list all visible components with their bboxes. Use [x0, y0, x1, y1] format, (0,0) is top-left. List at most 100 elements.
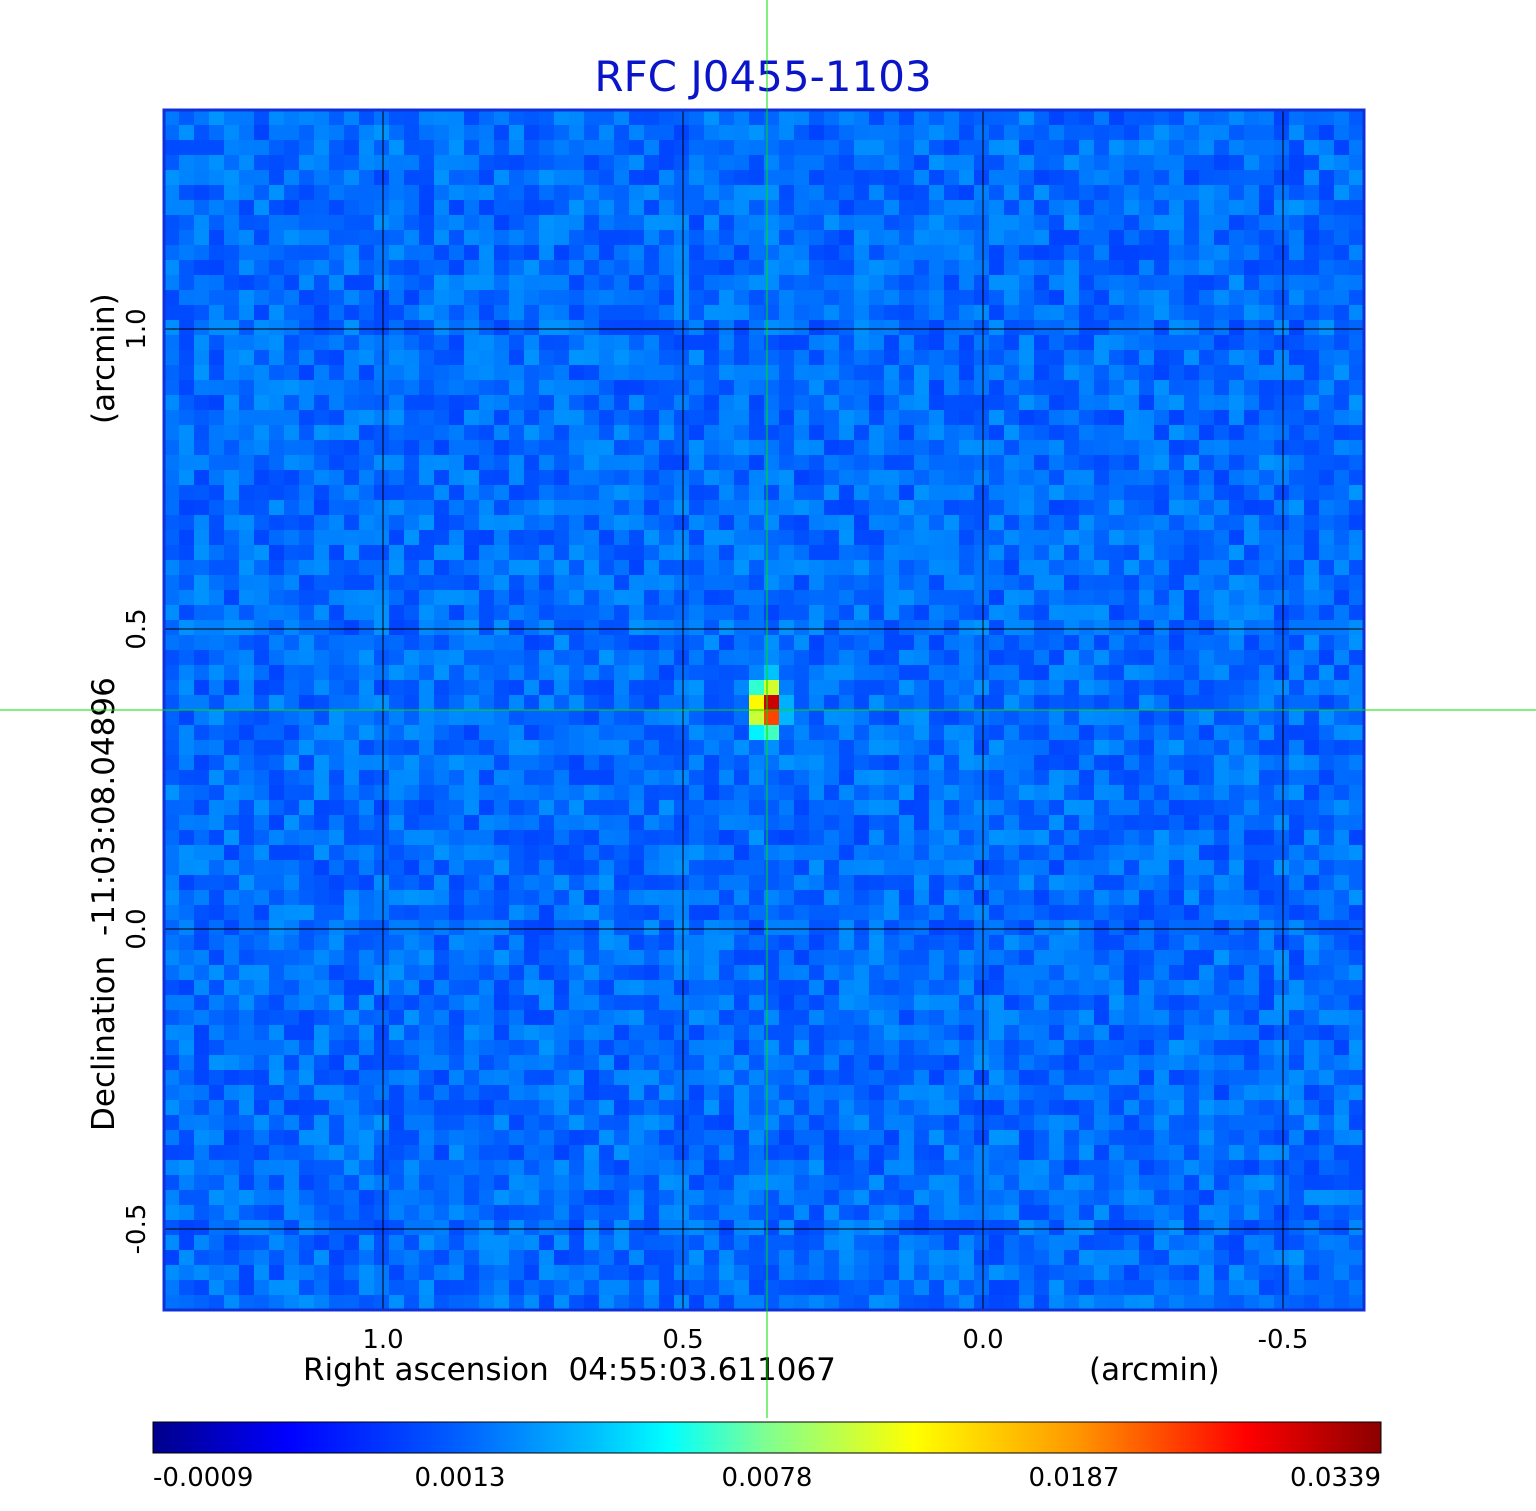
heatmap-cell — [899, 485, 915, 501]
heatmap-cell — [1124, 470, 1140, 486]
heatmap-cell — [974, 740, 990, 756]
heatmap-cell — [254, 800, 270, 816]
heatmap-cell — [449, 320, 465, 336]
heatmap-cell — [869, 785, 885, 801]
heatmap-cell — [899, 965, 915, 981]
heatmap-cell — [299, 785, 315, 801]
heatmap-cell — [1199, 1010, 1215, 1026]
heatmap-cell — [1019, 935, 1035, 951]
heatmap-cell — [734, 155, 750, 171]
heatmap-cell — [779, 365, 795, 381]
heatmap-cell — [299, 470, 315, 486]
heatmap-cell — [1154, 890, 1170, 906]
heatmap-cell — [959, 935, 975, 951]
heatmap-cell — [449, 650, 465, 666]
heatmap-cell — [1319, 530, 1335, 546]
heatmap-cell — [1244, 890, 1260, 906]
heatmap-cell — [1349, 785, 1364, 801]
heatmap-cell — [1304, 275, 1320, 291]
heatmap-cell — [794, 950, 810, 966]
heatmap-cell — [614, 140, 630, 156]
heatmap-cell — [554, 410, 570, 426]
heatmap-cell — [1034, 815, 1050, 831]
heatmap-cell — [854, 350, 870, 366]
heatmap-cell — [179, 215, 195, 231]
heatmap-cell — [689, 560, 705, 576]
heatmap-cell — [689, 260, 705, 276]
heatmap-cell — [509, 695, 525, 711]
heatmap-cell — [1094, 545, 1110, 561]
heatmap-cell — [299, 800, 315, 816]
heatmap-cell — [404, 260, 420, 276]
heatmap-cell — [299, 755, 315, 771]
heatmap-cell — [269, 335, 285, 351]
heatmap-cell — [1169, 725, 1185, 741]
heatmap-cell — [674, 155, 690, 171]
heatmap-cell — [1304, 530, 1320, 546]
heatmap-cell — [494, 455, 510, 471]
heatmap-cell — [419, 365, 435, 381]
heatmap-cell — [569, 1025, 585, 1041]
heatmap-cell — [569, 635, 585, 651]
heatmap-cell — [179, 170, 195, 186]
heatmap-cell — [839, 875, 855, 891]
heatmap-cell — [1064, 905, 1080, 921]
heatmap-cell — [1304, 710, 1320, 726]
heatmap-cell — [989, 455, 1005, 471]
heatmap-cell — [1019, 920, 1035, 936]
heatmap-cell — [959, 320, 975, 336]
heatmap-cell — [959, 350, 975, 366]
heatmap-cell — [989, 860, 1005, 876]
heatmap-cell — [719, 245, 735, 261]
heatmap-cell — [1124, 620, 1140, 636]
heatmap-cell — [419, 320, 435, 336]
heatmap-cell — [1214, 935, 1230, 951]
heatmap-cell — [524, 485, 540, 501]
heatmap-cell — [479, 365, 495, 381]
heatmap-cell — [1259, 140, 1275, 156]
heatmap-cell — [1034, 860, 1050, 876]
heatmap-cell — [974, 620, 990, 636]
heatmap-cell — [794, 935, 810, 951]
heatmap-cell — [1184, 935, 1200, 951]
heatmap-cell — [899, 560, 915, 576]
heatmap-cell — [554, 920, 570, 936]
heatmap-cell — [929, 515, 945, 531]
heatmap-cell — [794, 770, 810, 786]
heatmap-cell — [989, 290, 1005, 306]
heatmap-cell — [1289, 290, 1305, 306]
heatmap-cell — [1319, 230, 1335, 246]
heatmap-cell — [854, 245, 870, 261]
heatmap-cell — [659, 500, 675, 516]
heatmap-cell — [1154, 965, 1170, 981]
heatmap-cell — [599, 1010, 615, 1026]
heatmap-cell — [884, 305, 900, 321]
heatmap-cell — [989, 815, 1005, 831]
heatmap-cell — [344, 1040, 360, 1056]
heatmap-cell — [329, 950, 345, 966]
heatmap-cell — [704, 740, 720, 756]
heatmap-cell — [389, 890, 405, 906]
heatmap-cell — [734, 965, 750, 981]
heatmap-cell — [1184, 380, 1200, 396]
heatmap-cell — [479, 305, 495, 321]
heatmap-cell — [359, 920, 375, 936]
heatmap-cell — [554, 725, 570, 741]
heatmap-cell — [809, 800, 825, 816]
heatmap-cell — [1199, 980, 1215, 996]
heatmap-cell — [539, 845, 555, 861]
heatmap-cell — [749, 875, 765, 891]
heatmap-cell — [944, 395, 960, 411]
heatmap-cell — [389, 605, 405, 621]
heatmap-cell — [209, 125, 225, 141]
heatmap-cell — [344, 860, 360, 876]
heatmap-cell — [524, 635, 540, 651]
heatmap-cell — [389, 620, 405, 636]
heatmap-cell — [359, 710, 375, 726]
heatmap-cell — [1004, 620, 1020, 636]
heatmap-cell — [719, 950, 735, 966]
heatmap-cell — [509, 755, 525, 771]
heatmap-cell — [734, 725, 750, 741]
heatmap-cell — [1319, 815, 1335, 831]
heatmap-cell — [524, 395, 540, 411]
